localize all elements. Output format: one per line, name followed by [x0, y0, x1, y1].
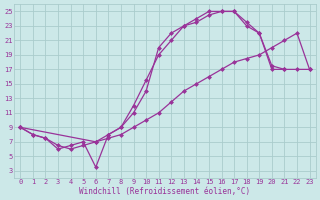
X-axis label: Windchill (Refroidissement éolien,°C): Windchill (Refroidissement éolien,°C): [79, 187, 251, 196]
